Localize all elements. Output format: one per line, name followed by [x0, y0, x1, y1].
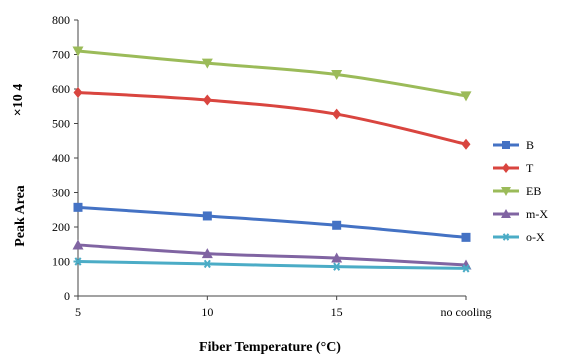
legend-marker — [501, 209, 511, 218]
series-eb — [72, 46, 472, 102]
x-axis-title: Fiber Temperature (°C) — [199, 340, 341, 355]
series-line — [77, 49, 467, 98]
legend-item: T — [493, 161, 534, 175]
series-line — [77, 260, 467, 270]
axes — [74, 19, 467, 300]
y-axis-title: Peak Area — [13, 185, 28, 247]
data-point — [331, 252, 343, 263]
data-point — [461, 264, 471, 273]
data-point — [72, 239, 84, 250]
legend-label: EB — [526, 184, 541, 198]
data-point — [461, 138, 471, 150]
legend-marker — [502, 163, 510, 173]
data-point — [332, 108, 342, 120]
series-m-x — [72, 239, 472, 270]
legend-item: EB — [493, 184, 541, 198]
y-axis-multiplier: ×10 4 — [11, 84, 26, 116]
y-tick-label: 100 — [52, 255, 70, 269]
x-tick-label: 5 — [75, 305, 81, 319]
data-point — [73, 86, 83, 98]
y-tick-label: 400 — [52, 151, 70, 165]
series-line — [77, 205, 467, 239]
data-point — [461, 232, 471, 242]
y-tick-label: 500 — [52, 117, 70, 131]
legend-marker — [502, 141, 510, 149]
series-t — [73, 86, 471, 150]
data-point — [202, 259, 212, 269]
series-lines — [72, 46, 472, 273]
legend-marker — [501, 187, 511, 196]
x-tick-label: no cooling — [441, 305, 492, 319]
data-point — [202, 94, 212, 106]
series-b — [73, 202, 471, 242]
data-point — [201, 248, 213, 259]
series-line — [77, 90, 467, 146]
data-point — [332, 220, 342, 230]
data-point — [331, 70, 343, 81]
y-tick-label: 700 — [52, 48, 70, 62]
legend-item: o-X — [493, 230, 545, 244]
legend-item: m-X — [493, 207, 548, 221]
data-point — [332, 262, 342, 271]
series-o-x — [73, 257, 471, 273]
y-tick-label: 800 — [52, 13, 70, 27]
y-tick-label: 300 — [52, 186, 70, 200]
data-point — [202, 211, 212, 221]
y-tick-label: 0 — [64, 289, 70, 303]
tick-labels: 0 100 200 300 400 500 600 700 800 5 10 15 no cooling — [52, 13, 492, 319]
legend-label: m-X — [526, 207, 548, 221]
x-tick-label: 15 — [331, 305, 343, 319]
y-tick-label: 200 — [52, 220, 70, 234]
series-line — [77, 243, 467, 267]
legend-item: B — [493, 138, 534, 152]
x-tick-label: 10 — [201, 305, 213, 319]
legend: BT EB m-X o-X — [493, 138, 548, 244]
data-point — [72, 46, 84, 57]
data-point — [73, 257, 83, 266]
legend-marker — [502, 233, 510, 241]
data-point — [73, 202, 83, 212]
data-point — [460, 91, 472, 102]
legend-label: o-X — [526, 230, 545, 244]
legend-label: B — [526, 138, 534, 152]
legend-label: T — [526, 161, 534, 175]
y-tick-label: 600 — [52, 82, 70, 96]
data-point — [201, 58, 213, 69]
